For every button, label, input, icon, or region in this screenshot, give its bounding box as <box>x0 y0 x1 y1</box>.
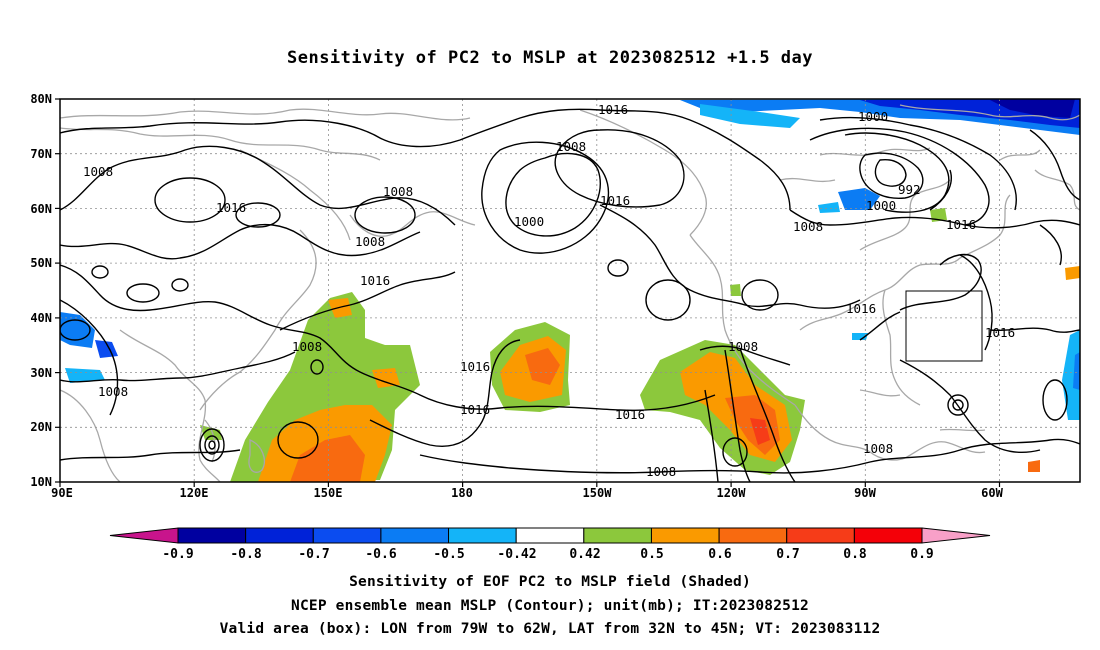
colorbar-swatch <box>312 527 382 544</box>
colorbar-swatch <box>177 527 247 544</box>
colorbar-label: 0.7 <box>776 547 799 562</box>
lon-label: 120W <box>717 486 747 500</box>
contour-label: 1008 <box>793 219 823 234</box>
colorbar-swatch <box>448 527 517 544</box>
contour-label: 1016 <box>460 359 490 374</box>
contour-label: 1016 <box>615 407 645 422</box>
contour-label: 1008 <box>292 339 322 354</box>
contour-label: 992 <box>898 182 921 197</box>
contour-label-layer: 1016 1008 1000 992 1000 1016 1008 1016 1… <box>83 102 1015 479</box>
colorbar-label: -0.42 <box>497 547 536 562</box>
lon-label: 150E <box>314 486 343 500</box>
contour-label: 1008 <box>728 339 758 354</box>
colorbar-swatch <box>380 527 450 544</box>
colorbar-label: 0.9 <box>910 547 933 562</box>
lat-label: 40N <box>30 311 52 325</box>
caption-valid-area: Valid area (box): LON from 79W to 62W, L… <box>219 621 881 637</box>
lon-label: 150W <box>583 486 613 500</box>
contour-label: 1016 <box>460 402 490 417</box>
lat-label: 80N <box>30 92 52 106</box>
colorbar-swatch <box>245 527 314 544</box>
caption-shading: Sensitivity of EOF PC2 to MSLP field (Sh… <box>349 574 751 590</box>
colorbar-low-arrow <box>109 527 179 544</box>
lat-label: 50N <box>30 256 52 270</box>
contour-label: 1016 <box>598 102 628 117</box>
lat-label: 70N <box>30 147 52 161</box>
map-panel: 1016 1008 1000 992 1000 1016 1008 1016 1… <box>60 99 1080 482</box>
lon-label: 120E <box>180 486 209 500</box>
colorbar-label: 0.42 <box>569 547 600 562</box>
graticule <box>60 99 1080 482</box>
contour-label: 1008 <box>83 164 113 179</box>
colorbar-label: 0.6 <box>708 547 732 562</box>
mslp-contours <box>60 108 1080 482</box>
positive-sensitivity-shading <box>200 208 1080 482</box>
colorbar-high-arrow <box>921 527 991 544</box>
colorbar-label: -0.7 <box>298 547 329 562</box>
map-title: Sensitivity of PC2 to MSLP at 2023082512… <box>286 48 813 68</box>
negative-sensitivity-shading <box>60 99 1080 420</box>
contour-label: 1000 <box>866 198 896 213</box>
valid-area-box <box>905 290 983 362</box>
latitude-labels: 80N 70N 60N 50N 40N 30N 20N 10N <box>30 92 52 489</box>
contour-label: 1016 <box>360 273 390 288</box>
contour-label: 1008 <box>556 139 586 154</box>
colorbar-swatch <box>718 527 788 544</box>
lon-label: 90W <box>854 486 876 500</box>
colorbar-label: -0.8 <box>230 547 261 562</box>
contour-label: 1016 <box>846 301 876 316</box>
contour-label: 1016 <box>216 200 246 215</box>
colorbar-label: -0.6 <box>365 547 396 562</box>
lon-label: 90E <box>51 486 73 500</box>
axis-ticks <box>55 98 1001 487</box>
colorbar-label: 0.5 <box>640 547 663 562</box>
contour-label: 1000 <box>514 214 544 229</box>
longitude-labels: 90E 120E 150E 180 150W 120W 90W 60W <box>51 486 1003 500</box>
colorbar-swatch <box>853 527 923 544</box>
colorbar-label: -0.9 <box>162 547 193 562</box>
colorbar-swatch <box>650 527 720 544</box>
lat-label: 20N <box>30 420 52 434</box>
contour-label: 1008 <box>863 441 893 456</box>
colorbar-label: -0.5 <box>433 547 464 562</box>
contour-label-extra: 1008 <box>355 234 385 249</box>
lon-label: 180 <box>451 486 473 500</box>
colorbar-swatch <box>786 527 855 544</box>
colorbar: -0.9 -0.8 -0.7 -0.6 -0.5 -0.42 0.42 0.5 … <box>109 527 991 562</box>
contour-label: 1008 <box>383 184 413 199</box>
colorbar-label: 0.8 <box>843 547 867 562</box>
map-frame <box>59 98 1081 483</box>
contour-label: 1016 <box>985 325 1015 340</box>
contour-label: 1000 <box>858 109 888 124</box>
lat-label: 60N <box>30 202 52 216</box>
colorbar-swatch <box>515 527 585 544</box>
contour-label: 1016 <box>946 217 976 232</box>
caption-contour: NCEP ensemble mean MSLP (Contour); unit(… <box>291 598 809 614</box>
lat-label: 30N <box>30 366 52 380</box>
contour-label: 1008 <box>646 464 676 479</box>
lat-label: 10N <box>30 475 52 489</box>
contour-label: 1008 <box>98 384 128 399</box>
coastlines <box>60 104 1080 482</box>
colorbar-swatch <box>583 527 652 544</box>
lon-label: 60W <box>981 486 1003 500</box>
contour-label: 1016 <box>600 193 630 208</box>
